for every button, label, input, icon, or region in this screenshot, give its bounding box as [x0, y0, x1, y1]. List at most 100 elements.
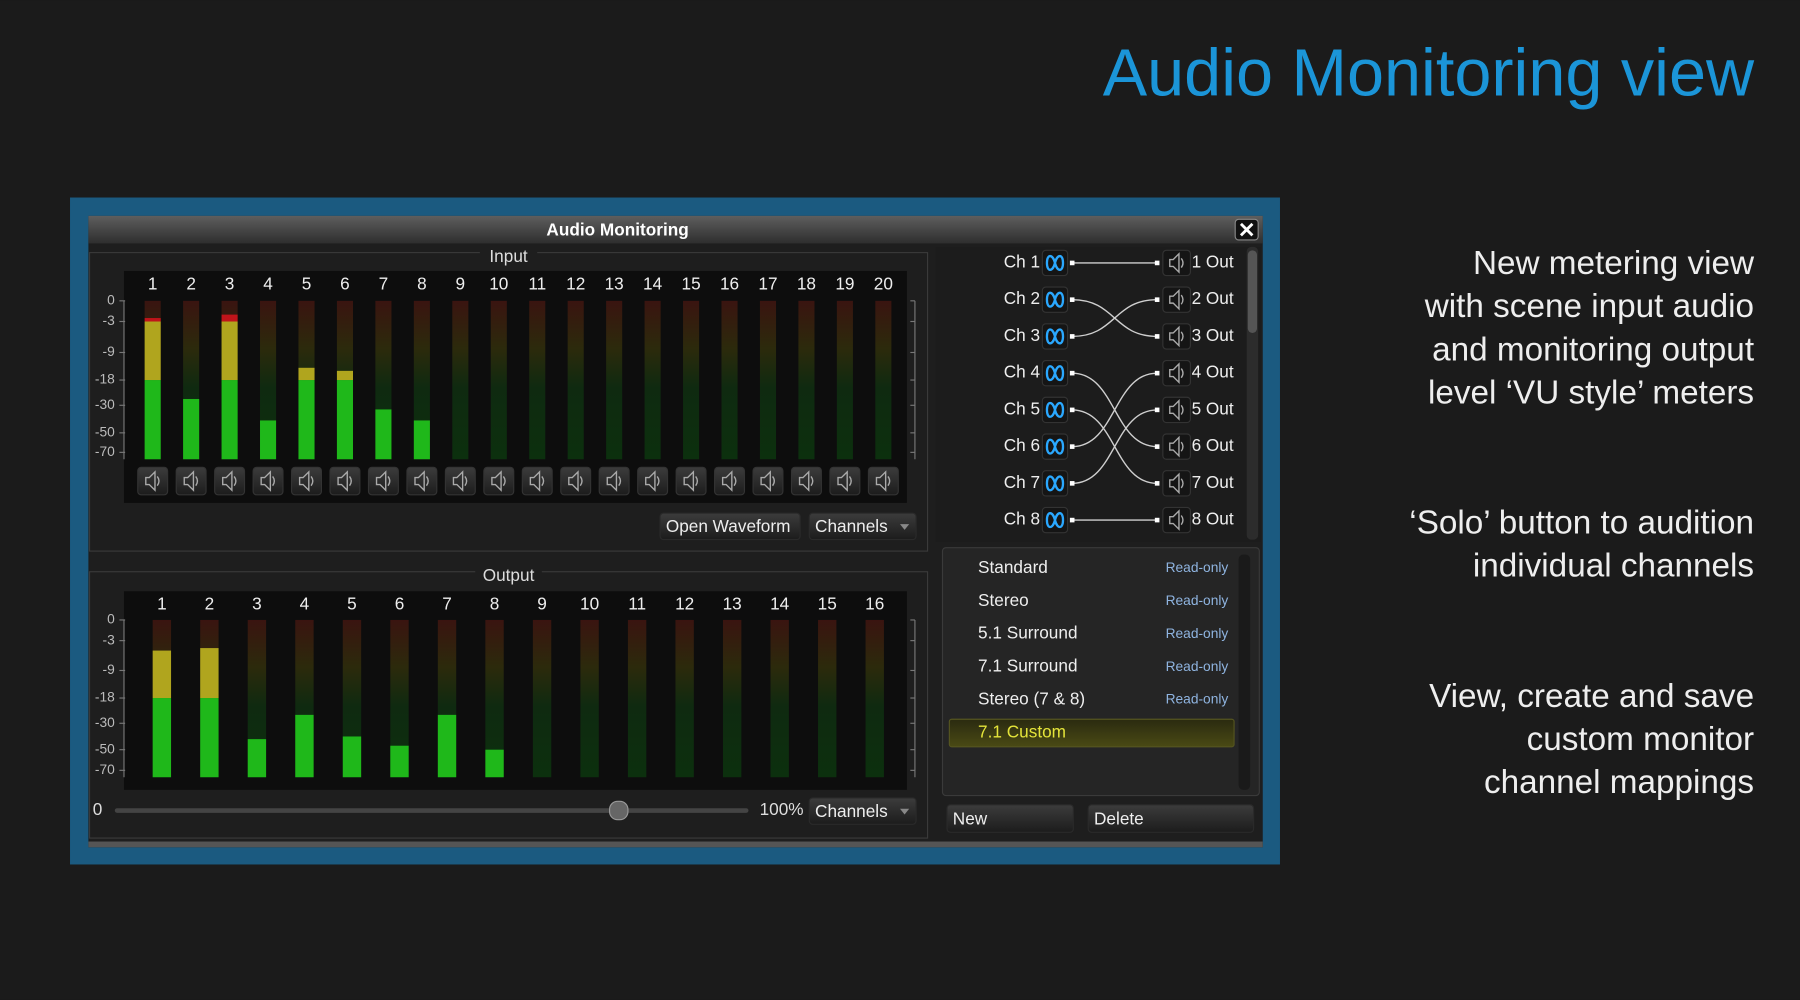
close-button[interactable]: [1234, 218, 1259, 241]
speaker-icon[interactable]: [1169, 362, 1184, 384]
solo-button-bg[interactable]: [483, 466, 515, 496]
solo-button[interactable]: [752, 466, 784, 496]
speaker-icon[interactable]: [222, 470, 237, 492]
channels-button[interactable]: Channels: [808, 512, 917, 541]
delete-button[interactable]: Delete: [1087, 804, 1255, 833]
speaker-icon[interactable]: [337, 470, 352, 492]
speaker-icon[interactable]: [760, 470, 775, 492]
solo-button[interactable]: [714, 466, 746, 496]
solo-button-bg[interactable]: [637, 466, 669, 496]
speaker-icon[interactable]: [1169, 435, 1184, 458]
speaker-icon[interactable]: [645, 470, 660, 492]
speaker-icon[interactable]: [145, 470, 160, 492]
solo-button-bg[interactable]: [1162, 433, 1192, 460]
solo-button[interactable]: [367, 466, 399, 496]
link-icon[interactable]: [1045, 401, 1065, 418]
link-icon[interactable]: [1045, 254, 1065, 271]
channels-button-bg[interactable]: [808, 512, 917, 541]
output-solo[interactable]: [1162, 286, 1192, 313]
speaker-icon[interactable]: [1169, 288, 1184, 311]
output-solo[interactable]: [1162, 506, 1192, 534]
open-waveform-button-bg[interactable]: [659, 512, 801, 541]
solo-button[interactable]: [291, 466, 323, 496]
solo-button-bg[interactable]: [829, 466, 861, 496]
solo-button-bg[interactable]: [714, 466, 746, 496]
solo-button[interactable]: [790, 466, 822, 496]
speaker-icon[interactable]: [721, 470, 737, 492]
output-solo[interactable]: [1162, 396, 1192, 424]
solo-button[interactable]: [1169, 399, 1184, 421]
link-icon[interactable]: [1045, 512, 1065, 529]
link-button[interactable]: [1041, 506, 1069, 534]
solo-button-bg[interactable]: [252, 466, 284, 496]
solo-button-bg[interactable]: [406, 466, 438, 496]
solo-button-bg[interactable]: [1162, 249, 1192, 277]
speaker-icon[interactable]: [491, 470, 506, 492]
solo-button-bg[interactable]: [675, 466, 707, 496]
solo-button-bg[interactable]: [1162, 396, 1192, 424]
solo-button-bg[interactable]: [1162, 470, 1192, 497]
solo-button-bg[interactable]: [214, 466, 246, 496]
speaker-icon[interactable]: [183, 470, 199, 492]
link-button[interactable]: [1041, 433, 1069, 460]
output-solo[interactable]: [1162, 433, 1192, 460]
solo-button-bg[interactable]: [367, 466, 399, 496]
solo-button[interactable]: [1169, 288, 1184, 311]
solo-button-bg[interactable]: [1162, 359, 1192, 387]
delete-button-bg[interactable]: [1087, 804, 1255, 833]
solo-button-bg[interactable]: [329, 466, 361, 496]
solo-button[interactable]: [214, 466, 246, 496]
solo-button[interactable]: [867, 466, 899, 496]
speaker-icon[interactable]: [1169, 509, 1184, 531]
output-solo[interactable]: [1162, 323, 1192, 350]
solo-button-bg[interactable]: [1162, 323, 1192, 350]
solo-button[interactable]: [252, 466, 284, 496]
speaker-icon[interactable]: [837, 470, 852, 492]
link-button[interactable]: [1041, 359, 1069, 387]
solo-button-bg[interactable]: [1162, 506, 1192, 534]
solo-button[interactable]: [406, 466, 438, 496]
link-icon[interactable]: [1045, 438, 1065, 455]
speaker-icon[interactable]: [875, 470, 891, 492]
link-button[interactable]: [1041, 249, 1069, 277]
link-icon[interactable]: [1045, 328, 1065, 345]
link-icon[interactable]: [1045, 291, 1065, 308]
new-button-bg[interactable]: [946, 804, 1074, 833]
output-solo[interactable]: [1162, 470, 1192, 497]
solo-button-bg[interactable]: [867, 466, 899, 496]
solo-button-bg[interactable]: [137, 466, 169, 496]
solo-button[interactable]: [444, 466, 476, 496]
slider-thumb[interactable]: [608, 800, 629, 821]
solo-button[interactable]: [1169, 509, 1184, 531]
channels-button[interactable]: Channels: [808, 797, 917, 825]
solo-button[interactable]: [137, 466, 169, 496]
speaker-icon[interactable]: [683, 470, 699, 492]
solo-button-bg[interactable]: [598, 466, 630, 496]
solo-button-bg[interactable]: [291, 466, 323, 496]
speaker-icon[interactable]: [1169, 472, 1184, 495]
speaker-icon[interactable]: [298, 470, 314, 492]
speaker-icon[interactable]: [606, 470, 622, 492]
scroll-thumb[interactable]: [1247, 250, 1258, 333]
solo-button[interactable]: [175, 466, 207, 496]
solo-button[interactable]: [637, 466, 669, 496]
solo-button-bg[interactable]: [790, 466, 822, 496]
speaker-icon[interactable]: [414, 470, 429, 492]
solo-button[interactable]: [829, 466, 861, 496]
solo-button[interactable]: [675, 466, 707, 496]
speaker-icon[interactable]: [568, 470, 583, 492]
link-icon[interactable]: [1045, 365, 1065, 382]
solo-button[interactable]: [1169, 472, 1184, 495]
link-button[interactable]: [1041, 396, 1069, 424]
solo-button[interactable]: [483, 466, 515, 496]
solo-button-bg[interactable]: [752, 466, 784, 496]
speaker-icon[interactable]: [452, 470, 468, 492]
speaker-icon[interactable]: [375, 470, 391, 492]
open-waveform-button[interactable]: Open Waveform: [659, 512, 801, 541]
solo-button[interactable]: [329, 466, 361, 496]
link-button[interactable]: [1041, 323, 1069, 350]
output-solo[interactable]: [1162, 249, 1192, 277]
solo-button-bg[interactable]: [521, 466, 553, 496]
solo-button-bg[interactable]: [560, 466, 592, 496]
link-button[interactable]: [1041, 470, 1069, 497]
